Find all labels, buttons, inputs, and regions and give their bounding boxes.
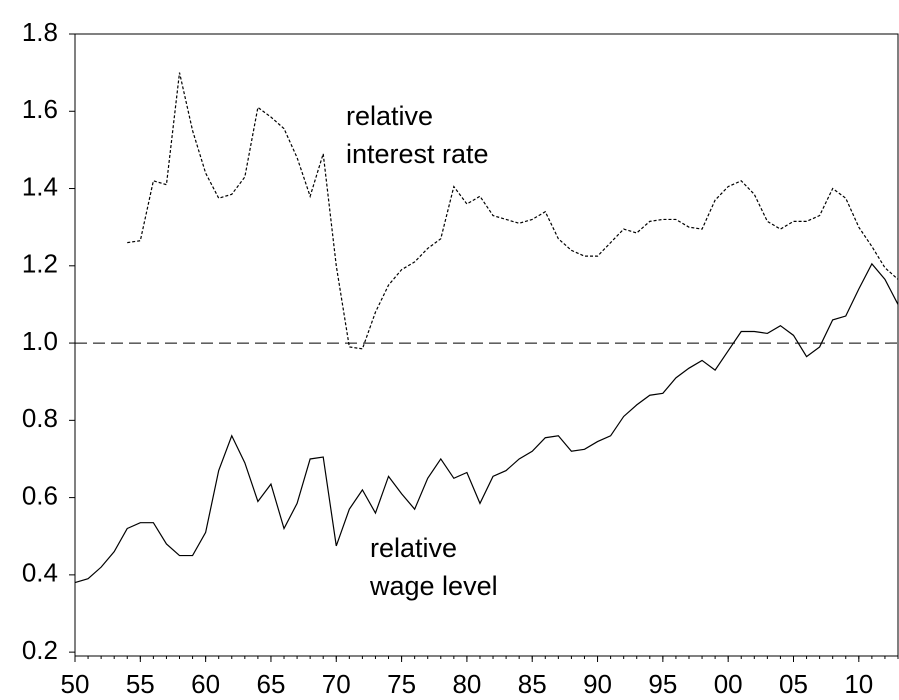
y-tick-label: 1.0 [22, 326, 58, 356]
x-tick-label: 85 [518, 669, 547, 699]
x-tick-label: 95 [648, 669, 677, 699]
annotation: wage level [369, 571, 498, 601]
y-tick-label: 0.8 [22, 403, 58, 433]
annotation: interest rate [346, 139, 489, 169]
y-tick-label: 1.6 [22, 94, 58, 124]
y-tick-label: 1.2 [22, 249, 58, 279]
x-tick-label: 90 [583, 669, 612, 699]
x-tick-label: 00 [714, 669, 743, 699]
x-tick-label: 75 [387, 669, 416, 699]
series-line [74, 262, 899, 584]
x-tick-label: 05 [779, 669, 808, 699]
x-tick-label: 65 [256, 669, 285, 699]
y-tick-label: 1.8 [22, 17, 58, 47]
y-tick-label: 0.4 [22, 558, 58, 588]
y-tick-label: 0.6 [22, 480, 58, 510]
x-tick-label: 70 [322, 669, 351, 699]
x-tick-label: 10 [844, 669, 873, 699]
x-tick-label: 60 [191, 669, 220, 699]
y-tick-label: 0.2 [22, 635, 58, 665]
annotation: relative [346, 101, 433, 131]
plot-frame [74, 33, 899, 657]
annotation: relative [370, 533, 457, 563]
y-tick-label: 1.4 [22, 171, 58, 201]
series-line [127, 72, 899, 350]
x-tick-label: 55 [126, 669, 155, 699]
x-tick-label: 50 [61, 669, 90, 699]
x-tick-label: 80 [452, 669, 481, 699]
